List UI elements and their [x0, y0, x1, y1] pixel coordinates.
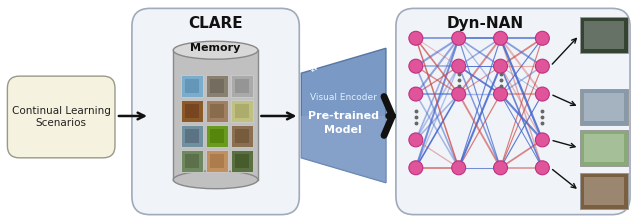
- Bar: [210, 154, 224, 168]
- Bar: [210, 104, 224, 118]
- Text: ❄: ❄: [307, 61, 318, 75]
- Circle shape: [493, 59, 508, 73]
- Bar: [210, 79, 224, 93]
- FancyBboxPatch shape: [132, 8, 300, 215]
- Ellipse shape: [173, 41, 258, 59]
- Circle shape: [493, 31, 508, 45]
- Circle shape: [493, 87, 508, 101]
- Bar: [584, 134, 624, 162]
- FancyBboxPatch shape: [396, 8, 630, 215]
- Bar: [235, 104, 249, 118]
- Bar: [173, 50, 258, 180]
- Bar: [580, 17, 628, 53]
- Circle shape: [409, 31, 423, 45]
- Bar: [206, 150, 228, 172]
- Bar: [206, 125, 228, 147]
- Circle shape: [409, 59, 423, 73]
- Bar: [185, 79, 199, 93]
- Text: Pre-trained
Model: Pre-trained Model: [308, 111, 379, 134]
- Circle shape: [452, 31, 466, 45]
- Circle shape: [536, 59, 549, 73]
- Bar: [185, 129, 199, 143]
- Circle shape: [452, 87, 466, 101]
- Bar: [206, 100, 228, 122]
- Circle shape: [536, 87, 549, 101]
- FancyBboxPatch shape: [8, 76, 115, 158]
- Text: Dyn-NAN: Dyn-NAN: [447, 16, 524, 31]
- Bar: [210, 129, 224, 143]
- Polygon shape: [301, 116, 386, 183]
- Bar: [231, 150, 253, 172]
- Circle shape: [493, 161, 508, 175]
- Bar: [580, 130, 628, 166]
- Bar: [584, 21, 624, 49]
- Text: Visual Encoder: Visual Encoder: [310, 93, 376, 101]
- Bar: [580, 89, 628, 125]
- Circle shape: [536, 133, 549, 147]
- Bar: [181, 125, 203, 147]
- Circle shape: [536, 161, 549, 175]
- Bar: [235, 154, 249, 168]
- Circle shape: [409, 161, 423, 175]
- Bar: [231, 125, 253, 147]
- Circle shape: [452, 161, 466, 175]
- Bar: [181, 150, 203, 172]
- Circle shape: [452, 59, 466, 73]
- Bar: [185, 104, 199, 118]
- Bar: [584, 93, 624, 121]
- Text: CLARE: CLARE: [188, 16, 243, 31]
- Bar: [181, 75, 203, 97]
- Text: Continual Learning
Scenarios: Continual Learning Scenarios: [12, 106, 111, 128]
- Circle shape: [409, 87, 423, 101]
- Bar: [231, 100, 253, 122]
- Bar: [185, 154, 199, 168]
- Bar: [206, 75, 228, 97]
- Circle shape: [409, 133, 423, 147]
- Polygon shape: [301, 48, 386, 183]
- Circle shape: [536, 31, 549, 45]
- Bar: [580, 173, 628, 209]
- Bar: [584, 177, 624, 205]
- Bar: [231, 75, 253, 97]
- Bar: [235, 129, 249, 143]
- Ellipse shape: [173, 171, 258, 189]
- Bar: [181, 100, 203, 122]
- Bar: [235, 79, 249, 93]
- Text: Memory: Memory: [191, 43, 241, 53]
